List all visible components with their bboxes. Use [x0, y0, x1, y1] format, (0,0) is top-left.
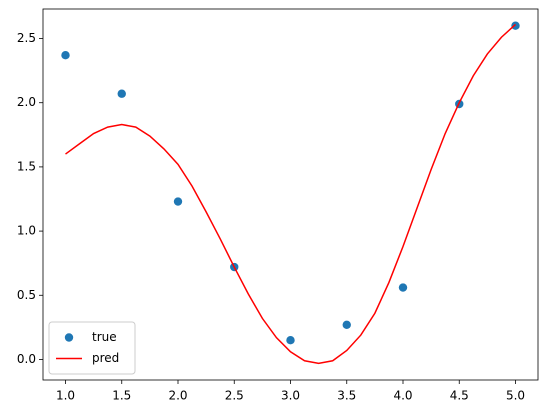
- x-tick-label: 4.0: [393, 389, 412, 403]
- y-tick-label: 0.5: [17, 288, 36, 302]
- x-tick-label: 5.0: [506, 389, 525, 403]
- x-tick-label: 1.0: [56, 389, 75, 403]
- x-tick-label: 2.0: [168, 389, 187, 403]
- x-tick-label: 4.5: [450, 389, 469, 403]
- y-tick-label: 1.0: [17, 224, 36, 238]
- point: [173, 197, 183, 206]
- point: [286, 336, 295, 345]
- point: [511, 21, 520, 30]
- x-tick-label: 2.5: [225, 389, 244, 403]
- axes-frame: [42, 8, 539, 381]
- point: [342, 320, 351, 329]
- legend-label: true: [92, 330, 117, 344]
- legend: true pred: [48, 321, 136, 375]
- point: [61, 51, 70, 60]
- pred-line: [65, 23, 517, 365]
- y-tick-label: 0.0: [17, 352, 36, 366]
- point: [117, 89, 126, 98]
- legend-marker: [64, 333, 74, 342]
- y-tick-label: 1.5: [17, 159, 36, 173]
- x-tick-label: 1.5: [112, 389, 131, 403]
- y-tick-label: 2.0: [17, 95, 36, 109]
- legend-label: pred: [92, 351, 119, 365]
- x-tick-label: 3.0: [281, 389, 300, 403]
- y-tick-label: 2.5: [17, 31, 36, 45]
- point: [398, 283, 408, 292]
- x-tick-label: 3.5: [337, 389, 356, 403]
